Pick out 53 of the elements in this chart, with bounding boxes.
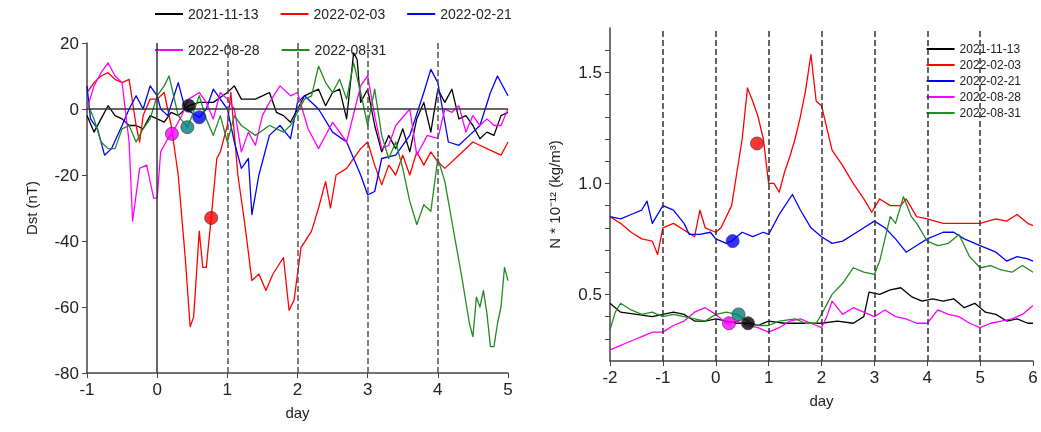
legend-label: 2022-02-03 [959,58,1022,72]
x-tick-label: 0 [711,368,721,387]
legend-label: 2022-08-31 [314,42,387,58]
x-tick-label: 1 [763,368,774,387]
x-tick-label: 4 [922,368,932,387]
point [165,126,179,141]
line-series [609,193,1034,262]
x-tick-label: 3 [869,368,880,387]
line-series [609,53,1034,256]
y-tick-label: -60 [54,297,79,317]
point [750,136,764,151]
point [725,234,740,249]
x-tick-label: 5 [503,380,513,399]
point [741,316,755,331]
point [722,316,736,331]
x-tick-label: 0 [152,380,162,399]
point [192,110,207,125]
x-tick-label: -1 [79,380,95,399]
legend-label: 2022-02-03 [313,6,386,22]
x-tick-label: 3 [362,380,373,399]
point [731,307,746,322]
y-tick-label: 1.5 [578,62,602,82]
y-axis-title: Dst (nT) [23,180,40,236]
legend-label: 2022-02-21 [440,6,513,22]
y-axis-title: N * 10⁻¹² (kg/m³) [546,140,563,249]
y-tick-label: 1.0 [578,173,602,193]
x-tick-label: 2 [292,380,303,399]
legend-label: 2022-02-21 [959,74,1022,88]
y-tick-label: 0.5 [578,284,602,304]
x-axis-title: day [809,392,835,409]
y-tick-label: 20 [60,33,79,53]
x-tick-label: 2 [816,368,827,387]
legend-label: 2022-08-28 [959,90,1022,104]
legend-label: 2021-11-13 [188,6,259,22]
y-tick-label: -80 [54,363,79,383]
point [180,120,195,135]
y-tick-label: -20 [54,165,79,185]
x-tick-label: -2 [602,368,618,387]
x-tick-label: 1 [222,380,233,399]
x-tick-label: 6 [1028,368,1038,387]
y-tick-label: -40 [54,231,79,251]
point [181,98,196,113]
x-tick-label: -1 [655,368,671,387]
x-tick-label: 4 [433,380,443,399]
line-series [609,196,1034,331]
legend-label: 2022-08-28 [188,42,260,58]
x-axis-title: day [285,404,311,421]
point [204,211,219,225]
y-tick-label: 0 [69,99,79,119]
line-series [609,300,1034,351]
x-tick-label: 5 [975,368,985,387]
legend-label: 2022-08-31 [959,106,1022,120]
legend-label: 2021-11-13 [959,42,1021,56]
